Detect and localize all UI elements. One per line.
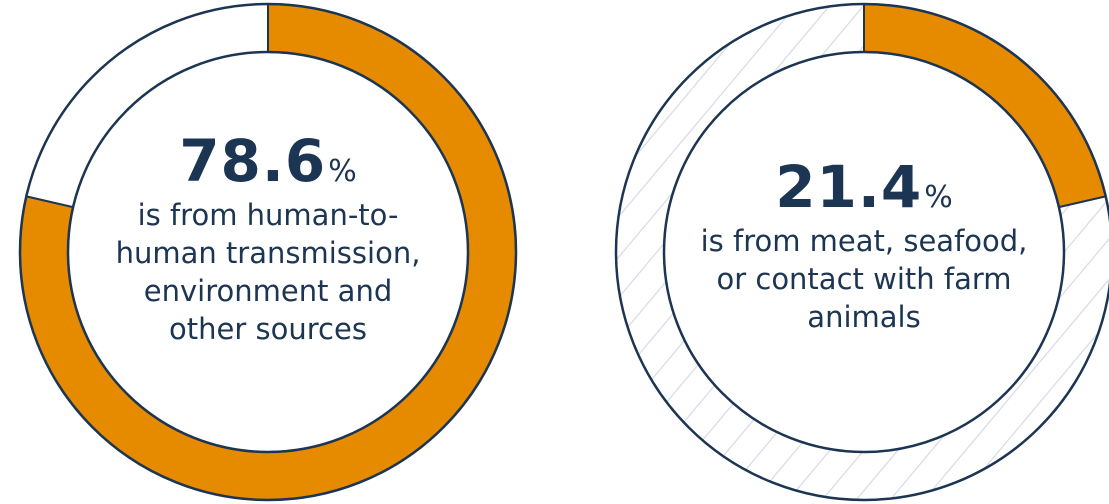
description-line: is from meat, seafood, xyxy=(700,224,1028,258)
donut-inner-outline xyxy=(66,50,470,454)
description-line: other sources xyxy=(169,312,367,346)
description-1: is from human-to- human transmission, en… xyxy=(103,196,433,348)
percentage-value-1: 78.6 xyxy=(179,127,327,195)
description-line: environment and xyxy=(143,274,393,308)
percent-sign-2: % xyxy=(924,180,953,215)
donut-outer-outline xyxy=(614,2,1109,502)
donut-center-label-1: 78.6% is from human-to- human transmissi… xyxy=(0,132,536,348)
percentage-label-2: 21.4% xyxy=(596,158,1109,216)
percentage-value-2: 21.4 xyxy=(775,153,923,221)
percentage-label-1: 78.6% xyxy=(0,132,536,190)
donut-outer-outline xyxy=(18,2,518,502)
donut-svg-1 xyxy=(18,2,518,502)
donut-inner-outline xyxy=(662,50,1066,454)
description-line: or contact with farm xyxy=(716,262,1012,296)
donut-hole xyxy=(664,52,1064,452)
description-2: is from meat, seafood, or contact with f… xyxy=(684,222,1044,336)
description-line: animals xyxy=(807,300,921,334)
donut-svg-2 xyxy=(614,2,1109,502)
donut-center-label-2: 21.4% is from meat, seafood, or contact … xyxy=(596,158,1109,336)
description-line: human transmission, xyxy=(115,236,421,270)
donut-hole xyxy=(68,52,468,452)
donut-chart-human-transmission: 78.6% is from human-to- human transmissi… xyxy=(0,0,536,504)
description-line: is from human-to- xyxy=(137,198,399,232)
percent-sign-1: % xyxy=(328,154,357,189)
donut-chart-meat-seafood: 21.4% is from meat, seafood, or contact … xyxy=(596,0,1109,504)
